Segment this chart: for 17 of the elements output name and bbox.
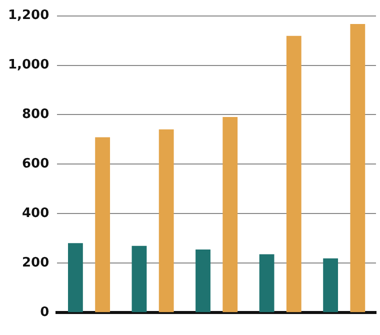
y-tick-label: 200 xyxy=(22,256,50,271)
bar xyxy=(350,24,366,312)
bar xyxy=(286,36,302,312)
bar xyxy=(132,246,147,312)
bar xyxy=(259,254,274,312)
bar xyxy=(323,258,338,312)
y-tick-label: 800 xyxy=(22,107,50,122)
bar xyxy=(222,116,238,312)
y-tick-label: 1,200 xyxy=(8,8,50,24)
bar xyxy=(95,137,110,312)
y-tick-label: 0 xyxy=(40,304,50,320)
y-tick-label: 600 xyxy=(22,156,50,172)
y-tick-label: 400 xyxy=(22,206,50,222)
bar xyxy=(68,243,83,312)
bar xyxy=(196,250,210,312)
y-tick-label: 1,000 xyxy=(8,58,50,73)
bar xyxy=(158,129,174,312)
